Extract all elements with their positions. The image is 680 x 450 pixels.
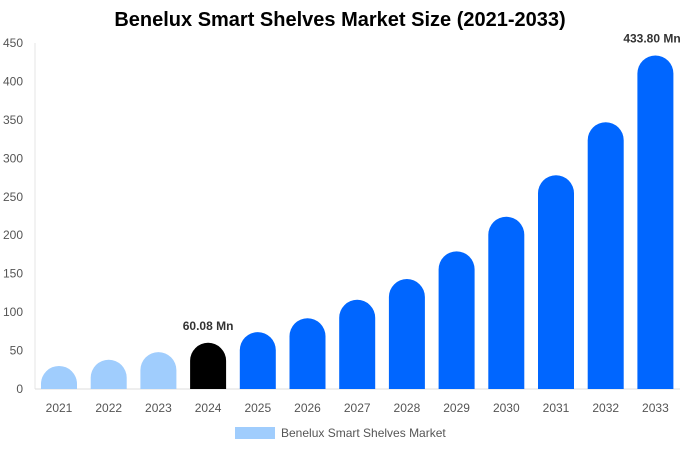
- y-tick-label: 400: [3, 74, 23, 88]
- chart-title: Benelux Smart Shelves Market Size (2021-…: [114, 9, 566, 31]
- x-tick-label: 2033: [642, 401, 669, 415]
- bar-2027: [339, 299, 376, 389]
- bar-2024: [190, 342, 227, 389]
- y-tick-label: 300: [3, 151, 23, 165]
- data-label: 60.08 Mn: [183, 319, 234, 333]
- y-tick-label: 350: [3, 113, 23, 127]
- bar-2029: [438, 251, 475, 389]
- x-tick-label: 2030: [493, 401, 520, 415]
- bar-2031: [538, 175, 574, 389]
- x-tick-label: 2028: [394, 401, 421, 415]
- y-tick-label: 250: [3, 190, 23, 204]
- bar-2021: [41, 365, 77, 389]
- x-tick-label: 2022: [95, 401, 122, 415]
- legend-label: Benelux Smart Shelves Market: [281, 426, 446, 440]
- x-tick-label: 2026: [294, 401, 321, 415]
- x-tick-label: 2025: [244, 401, 271, 415]
- y-tick-label: 100: [3, 305, 23, 319]
- bar-2023: [140, 352, 177, 389]
- y-tick-label: 150: [3, 267, 23, 281]
- data-label: 433.80 Mn: [623, 31, 680, 45]
- bar-2032: [587, 122, 624, 389]
- bar-2025: [239, 332, 276, 389]
- x-tick-label: 2023: [145, 401, 172, 415]
- x-tick-label: 2031: [543, 401, 570, 415]
- x-tick-label: 2032: [592, 401, 619, 415]
- legend-swatch: [235, 427, 275, 439]
- x-tick-label: 2021: [46, 401, 73, 415]
- legend[interactable]: Benelux Smart Shelves Market: [235, 426, 446, 440]
- x-tick-label: 2024: [195, 401, 222, 415]
- y-tick-label: 200: [3, 228, 23, 242]
- y-tick-label: 0: [16, 382, 23, 396]
- bar-2022: [90, 359, 127, 389]
- x-tick-label: 2027: [344, 401, 371, 415]
- bar-2026: [289, 318, 326, 389]
- bar-2030: [488, 216, 525, 389]
- y-tick-label: 50: [10, 344, 24, 358]
- bar-2033: [637, 55, 674, 390]
- bar-2028: [388, 279, 425, 389]
- x-tick-label: 2029: [443, 401, 470, 415]
- y-tick-label: 450: [3, 36, 23, 50]
